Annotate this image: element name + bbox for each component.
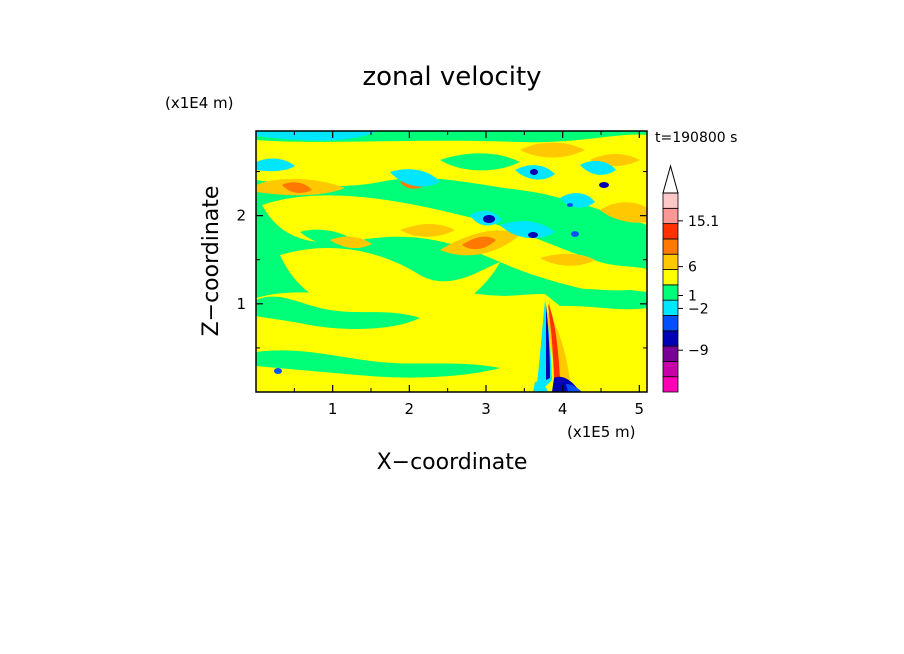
contour-region — [549, 300, 558, 380]
y-axis-label: Z−coordinate — [199, 186, 224, 337]
colorbar-level — [662, 238, 679, 255]
colorbar-level — [662, 315, 679, 332]
colorbar-level — [662, 223, 679, 240]
colorbar-label: 15.1 — [688, 214, 719, 230]
x-tick-label: 3 — [481, 400, 491, 418]
x-tick-label: 4 — [558, 400, 568, 418]
colorbar-level — [662, 269, 679, 286]
contour-region — [571, 231, 579, 237]
contour-region — [440, 153, 520, 171]
contour-region — [600, 202, 647, 223]
y-tick-label: 1 — [236, 295, 246, 313]
y-scale-label: (x1E4 m) — [165, 94, 234, 112]
contour-region — [533, 381, 548, 392]
contour-region — [462, 236, 496, 250]
time-label: t=190800 s — [655, 130, 737, 146]
contour-region — [500, 220, 555, 239]
colorbar-label: −9 — [688, 343, 709, 359]
x-tick-label: 2 — [405, 400, 415, 418]
x-scale-label: (x1E5 m) — [567, 423, 636, 441]
x-tick-label: 1 — [328, 400, 338, 418]
contour-field — [256, 131, 647, 392]
colorbar: 15.1 6 1−2 −9 — [662, 164, 719, 393]
plot-frame — [255, 130, 648, 393]
colorbar-level — [662, 299, 679, 316]
contour-region — [262, 195, 647, 300]
contour-region — [256, 131, 378, 141]
contour-region — [528, 232, 538, 238]
contour-region — [483, 215, 495, 223]
colorbar-level — [662, 207, 679, 225]
y-axis-ticks: 12 — [236, 171, 647, 349]
contour-region — [540, 253, 595, 266]
contour-region — [540, 288, 647, 310]
contour-region — [520, 142, 585, 158]
contour-region — [256, 350, 500, 378]
contour-region — [330, 236, 372, 249]
colorbar-level — [662, 192, 679, 209]
contour-region — [580, 160, 616, 175]
x-axis-ticks: 1 2 3 4 5 — [293, 131, 645, 418]
colorbar-level — [662, 253, 679, 270]
x-axis-label: X−coordinate — [377, 450, 528, 475]
chart-title: zonal velocity — [362, 62, 541, 92]
colorbar-level — [662, 376, 679, 393]
contour-region — [400, 224, 455, 237]
contour-region — [599, 182, 609, 188]
contour-region — [567, 203, 573, 207]
contour-region — [546, 305, 550, 380]
colorbar-label: 6 — [688, 260, 697, 276]
contour-region — [566, 384, 582, 392]
colorbar-level — [662, 284, 679, 301]
y-tick-label: 2 — [236, 207, 246, 225]
contour-region — [256, 296, 420, 330]
contour-region — [530, 169, 538, 175]
colorbar-level — [662, 330, 679, 347]
colorbar-label: 1 — [688, 288, 697, 304]
colorbar-label: −2 — [688, 301, 709, 317]
contour-region — [390, 169, 440, 187]
contour-region — [256, 158, 295, 172]
colorbar-extend-arrow — [662, 164, 679, 194]
contour-region — [282, 182, 312, 193]
contour-region — [274, 368, 282, 374]
colorbar-level — [662, 360, 679, 378]
x-tick-label: 5 — [635, 400, 645, 418]
colorbar-level — [662, 345, 679, 362]
